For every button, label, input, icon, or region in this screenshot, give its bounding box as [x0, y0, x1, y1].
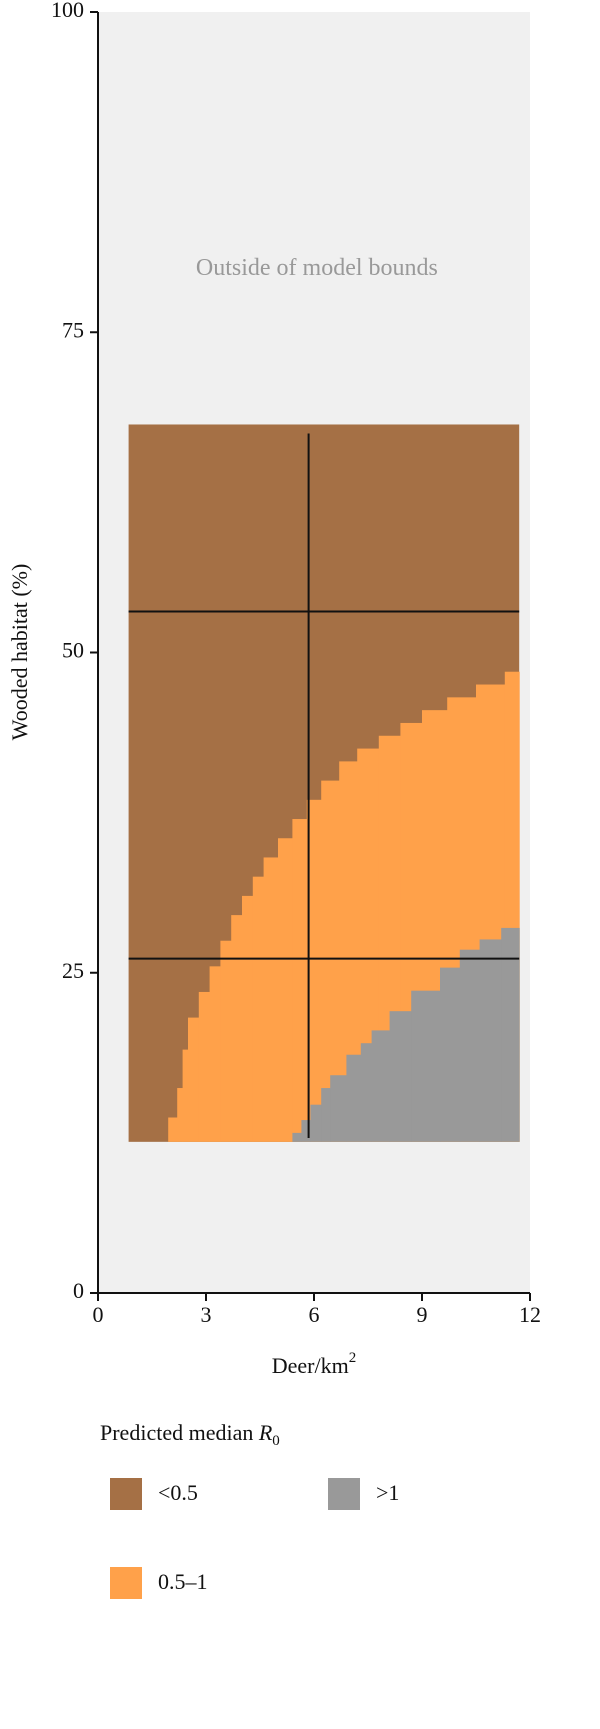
- region-cell: [360, 1043, 373, 1142]
- region-cell: [220, 940, 232, 1142]
- region-cell: [310, 1104, 322, 1142]
- legend-title-text: Predicted median: [100, 1420, 259, 1445]
- region-cell: [198, 991, 211, 1142]
- legend-title-symbol: R: [258, 1420, 273, 1445]
- x-axis-label: Deer/km2: [272, 1350, 356, 1378]
- region-cell: [330, 1075, 347, 1142]
- legend-title-subscript: 0: [272, 1433, 280, 1449]
- region-cell: [301, 1120, 311, 1142]
- region-cell: [306, 799, 322, 1142]
- y-tick-label: 100: [51, 0, 84, 22]
- region-cell: [278, 838, 293, 1142]
- region-cell: [479, 939, 502, 1142]
- region-cell: [263, 857, 279, 1142]
- region-cell: [321, 1088, 331, 1142]
- region-cell: [231, 915, 243, 1142]
- region-cell: [188, 1017, 200, 1142]
- region-cell: [182, 1049, 189, 1142]
- x-tick-label: 3: [201, 1302, 212, 1327]
- region-cell: [501, 927, 520, 1142]
- x-axis-label-text: Deer/km: [272, 1353, 349, 1378]
- legend-swatch: [110, 1478, 142, 1510]
- region-cell: [411, 990, 441, 1142]
- region-cell: [292, 1132, 302, 1142]
- x-tick-label: 9: [417, 1302, 428, 1327]
- region-cell: [371, 1030, 391, 1142]
- legend-swatch: [110, 1567, 142, 1599]
- region-cell: [177, 1088, 184, 1142]
- y-axis-label: Wooded habitat (%): [7, 564, 32, 741]
- legend-label: 0.5–1: [158, 1569, 208, 1594]
- y-tick-label: 25: [62, 958, 84, 983]
- region-cell: [321, 780, 340, 1142]
- y-tick-label: 50: [62, 638, 84, 663]
- y-tick-label: 0: [73, 1278, 84, 1303]
- annotation: Outside of model bounds: [196, 255, 438, 281]
- x-tick-label: 0: [93, 1302, 104, 1327]
- region-cell: [252, 876, 265, 1142]
- region-cell: [440, 967, 461, 1142]
- y-tick-label: 75: [62, 317, 84, 342]
- region-cell: [242, 895, 254, 1142]
- region-cell: [339, 761, 358, 1142]
- region-cell: [346, 1054, 362, 1142]
- x-tick-label: 12: [519, 1302, 541, 1327]
- legend-title: Predicted median R0: [100, 1420, 280, 1449]
- x-tick-label: 6: [309, 1302, 320, 1327]
- region-cell: [209, 966, 221, 1142]
- region-cell: [292, 819, 308, 1142]
- x-axis-label-superscript: 2: [349, 1350, 357, 1366]
- region-cell: [389, 1011, 412, 1142]
- region-cell: [459, 949, 481, 1142]
- legend-label: >1: [376, 1480, 399, 1505]
- legend-label: <0.5: [158, 1480, 198, 1505]
- legend-swatch: [328, 1478, 360, 1510]
- region-cell: [168, 1117, 178, 1142]
